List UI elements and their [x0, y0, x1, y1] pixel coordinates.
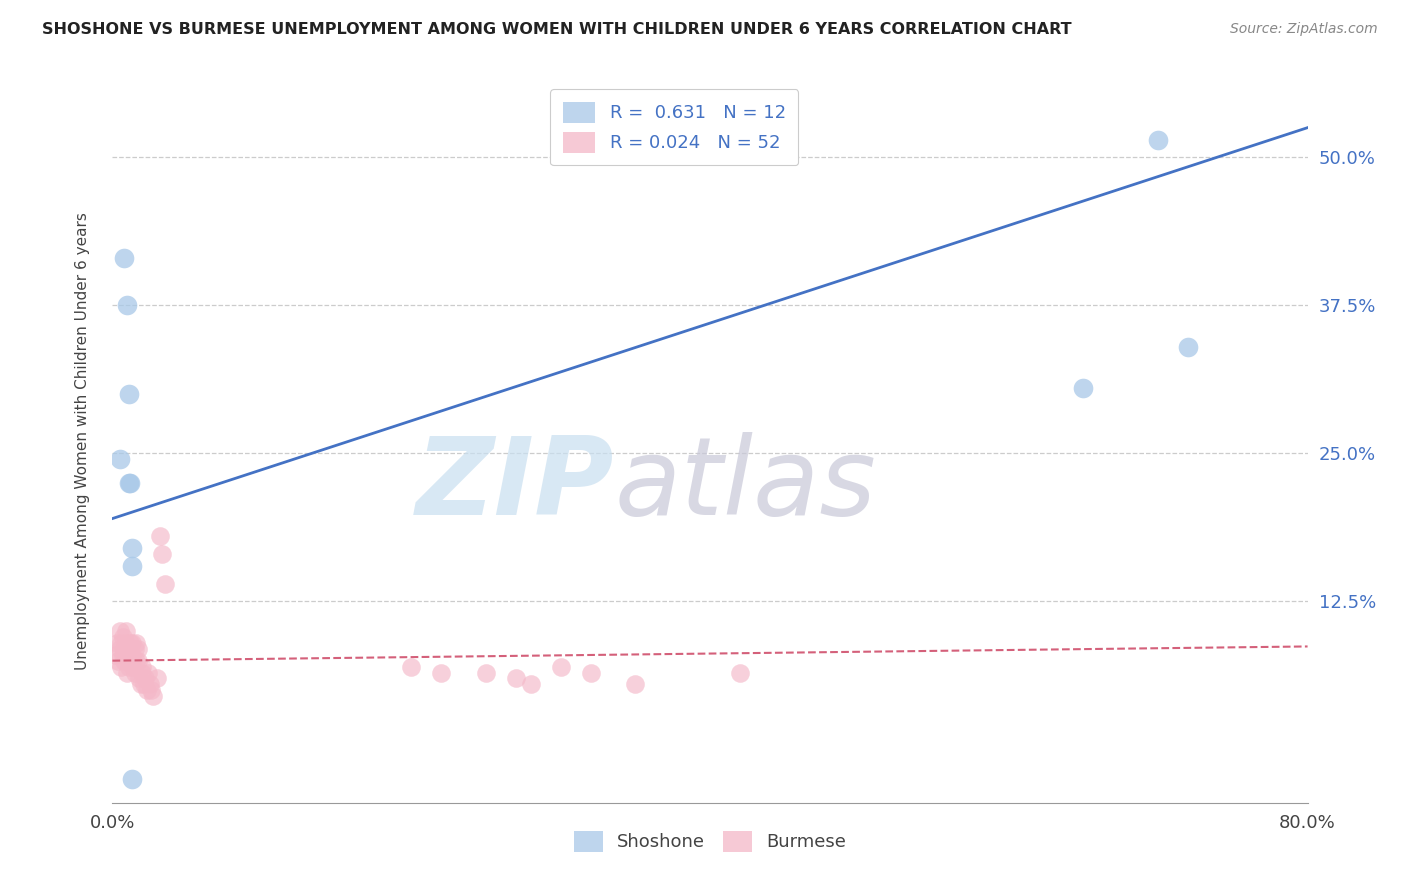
Point [142, 689, 165, 703]
Text: SHOSHONE VS BURMESE UNEMPLOYMENT AMONG WOMEN WITH CHILDREN UNDER 6 YEARS CORRELA: SHOSHONE VS BURMESE UNEMPLOYMENT AMONG W… [42, 22, 1071, 37]
Point [117, 648, 139, 662]
Point [475, 665, 498, 680]
Point [104, 648, 127, 662]
Point [121, 558, 143, 573]
Point [120, 636, 142, 650]
Point [125, 636, 148, 650]
Point [141, 683, 163, 698]
Point [115, 624, 138, 638]
Point [114, 251, 135, 265]
Point [430, 665, 453, 680]
Point [1073, 381, 1095, 395]
Point [129, 677, 152, 691]
Point [579, 665, 602, 680]
Legend: R =  0.631   N = 12, R = 0.024   N = 52: R = 0.631 N = 12, R = 0.024 N = 52 [550, 89, 799, 165]
Point [120, 475, 142, 490]
Point [118, 387, 141, 401]
Point [401, 659, 423, 673]
Point [114, 654, 135, 668]
Point [520, 677, 543, 691]
Point [728, 665, 751, 680]
Point [128, 672, 150, 686]
Point [127, 641, 149, 656]
Point [135, 683, 157, 698]
Point [125, 654, 148, 668]
Point [139, 677, 162, 691]
Point [120, 654, 142, 668]
Point [153, 576, 176, 591]
Point [105, 636, 128, 650]
Text: atlas: atlas [614, 433, 876, 537]
Point [122, 659, 145, 673]
Point [150, 547, 173, 561]
Point [108, 452, 131, 467]
Point [149, 529, 172, 543]
Text: Source: ZipAtlas.com: Source: ZipAtlas.com [1230, 22, 1378, 37]
Point [1177, 340, 1199, 354]
Point [124, 665, 146, 680]
Point [121, 772, 143, 786]
Point [114, 641, 135, 656]
Point [146, 672, 169, 686]
Point [110, 636, 132, 650]
Point [550, 659, 572, 673]
Point [108, 641, 131, 656]
Point [121, 648, 143, 662]
Point [118, 475, 141, 490]
Point [117, 298, 139, 312]
Point [111, 648, 134, 662]
Point [117, 665, 139, 680]
Point [505, 672, 527, 686]
Point [138, 665, 160, 680]
Point [108, 624, 131, 638]
Point [115, 636, 138, 650]
Point [1147, 132, 1170, 146]
Point [118, 641, 141, 656]
Point [121, 636, 143, 650]
Point [111, 630, 134, 644]
Point [121, 541, 143, 556]
Point [124, 641, 146, 656]
Point [107, 654, 129, 668]
Point [132, 677, 155, 691]
Point [118, 659, 141, 673]
Point [131, 659, 153, 673]
Point [127, 654, 149, 668]
Point [110, 659, 132, 673]
Point [134, 672, 156, 686]
Y-axis label: Unemployment Among Women with Children Under 6 years: Unemployment Among Women with Children U… [76, 212, 90, 671]
Point [131, 665, 153, 680]
Point [624, 677, 647, 691]
Text: ZIP: ZIP [416, 432, 614, 538]
